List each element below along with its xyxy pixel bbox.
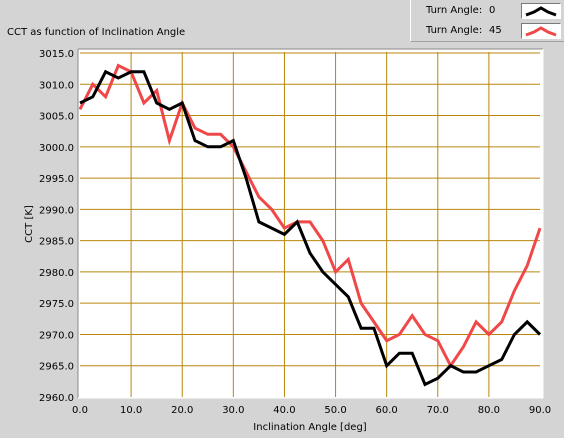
x-tick-label: 90.0: [529, 405, 551, 416]
x-tick-label: 80.0: [478, 405, 500, 416]
x-tick-label: 0.0: [72, 405, 88, 416]
y-tick-label: 2970.0: [39, 330, 74, 341]
legend-label: Turn Angle:: [426, 5, 483, 16]
x-tick-label: 60.0: [376, 405, 398, 416]
y-axis-label: CCT [K]: [24, 205, 35, 243]
legend-line-icon-1: [525, 26, 557, 37]
y-tick-label: 2990.0: [39, 205, 74, 216]
x-tick-label: 50.0: [324, 405, 346, 416]
legend-line-icon-0: [525, 6, 557, 17]
y-tick-label: 3010.0: [39, 80, 74, 91]
grid: [80, 52, 540, 397]
legend-turn-angle-value: 0: [489, 5, 496, 16]
y-tick-label: 2980.0: [39, 268, 74, 279]
series-layer: [78, 63, 542, 387]
legend-turn-angle-value: 45: [489, 25, 502, 36]
y-tick-label: 2960.0: [39, 393, 74, 404]
x-tick-label: 70.0: [427, 405, 449, 416]
x-tick-label: 40.0: [273, 405, 295, 416]
y-tick-label: 3005.0: [39, 112, 74, 123]
legend-row-series-0: Turn Angle: 0: [411, 1, 564, 21]
y-tick-labels: 2960.0 2965.0 2970.0 2975.0 2980.0 2985.0 2990…: [39, 49, 74, 404]
y-tick-label: 3015.0: [39, 49, 74, 60]
chart-title: CCT as function of Inclination Angle: [7, 27, 186, 38]
legend-label: Turn Angle:: [426, 25, 483, 36]
y-tick-label: 2995.0: [39, 174, 74, 185]
x-tick-label: 10.0: [120, 405, 142, 416]
series-line-1: [78, 63, 542, 369]
y-tick-label: 3000.0: [39, 143, 74, 154]
legend: Turn Angle: 0 Turn Angle: 45: [410, 0, 564, 42]
x-tick-label: 20.0: [171, 405, 193, 416]
legend-swatch-1[interactable]: [521, 23, 561, 39]
x-axis-label: Inclination Angle [deg]: [253, 422, 367, 433]
y-tick-label: 2965.0: [39, 362, 74, 373]
legend-row-series-1: Turn Angle: 45: [411, 21, 564, 41]
y-tick-label: 2975.0: [39, 299, 74, 310]
series-line-0: [79, 69, 542, 387]
legend-swatch-0[interactable]: [521, 3, 561, 19]
x-tick-labels: 0.0 10.0 20.0 30.0 40.0 50.0 60.0 70.0 80.0 90.0: [72, 405, 551, 416]
x-tick-label: 30.0: [222, 405, 244, 416]
y-tick-label: 2985.0: [39, 237, 74, 248]
